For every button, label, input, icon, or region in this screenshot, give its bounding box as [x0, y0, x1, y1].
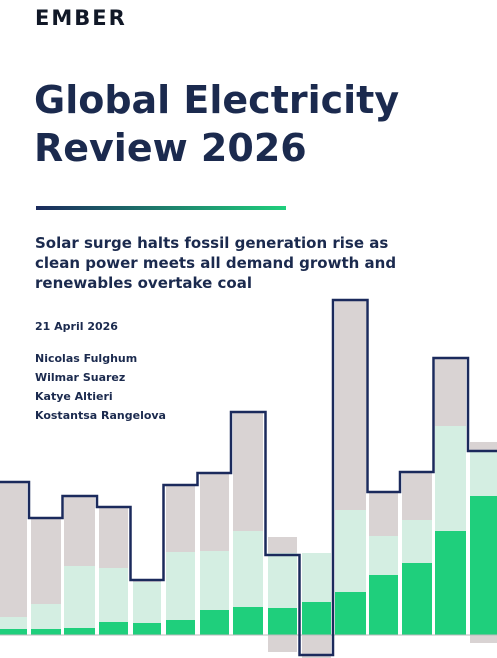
- light-segment: [402, 520, 432, 563]
- title-line: Global Electricity: [34, 78, 400, 122]
- date: 21 April 2026: [35, 320, 118, 333]
- green-segment: [0, 629, 27, 635]
- divider: [36, 206, 286, 210]
- gray-segment: [166, 485, 195, 552]
- title-line: Review 2026: [34, 126, 307, 170]
- light-segment: [133, 582, 161, 623]
- title: Global Electricity Review 2026: [34, 76, 399, 172]
- light-segment: [99, 568, 128, 622]
- subtitle: Solar surge halts fossil generation rise…: [35, 233, 396, 293]
- green-segment: [233, 607, 263, 635]
- gray-segment: [0, 482, 27, 617]
- light-segment: [369, 536, 398, 575]
- author: Kostantsa Rangelova: [35, 409, 166, 422]
- green-segment: [402, 563, 432, 635]
- gray-segment: [369, 492, 398, 536]
- green-segment: [31, 629, 61, 635]
- outline: [0, 298, 497, 657]
- green-segment: [435, 531, 466, 635]
- authors: Nicolas Fulghum Wilmar Suarez Katye Alti…: [35, 349, 166, 425]
- green-segment: [133, 623, 161, 635]
- green-segment: [470, 496, 497, 635]
- green-segment: [335, 592, 366, 635]
- gray-segment: [200, 473, 229, 551]
- green-segment: [64, 628, 95, 635]
- subtitle-line: Solar surge halts fossil generation rise…: [35, 234, 389, 252]
- light-segment: [302, 553, 331, 602]
- light-segment: [200, 551, 229, 610]
- logo: EMBER: [35, 6, 127, 30]
- gray-segment: [64, 496, 95, 566]
- gray-segment: [470, 442, 497, 452]
- gray-segment: [435, 358, 466, 426]
- light-segment: [268, 553, 297, 608]
- negative-segment: [302, 635, 331, 658]
- subtitle-line: renewables overtake coal: [35, 274, 252, 292]
- light-segment: [64, 566, 95, 628]
- green-segment: [166, 620, 195, 635]
- light-segment: [31, 604, 61, 629]
- negative-segment: [470, 635, 497, 643]
- author: Katye Altieri: [35, 390, 113, 403]
- light-segment: [435, 426, 466, 531]
- gray-segment: [99, 507, 128, 568]
- gray-segment: [402, 472, 432, 520]
- green-segment: [200, 610, 229, 635]
- light-segment: [335, 510, 366, 592]
- negative-segment: [268, 635, 297, 652]
- light-segment: [0, 617, 27, 629]
- light-segment: [233, 531, 263, 607]
- subtitle-line: clean power meets all demand growth and: [35, 254, 397, 272]
- green-segment: [302, 602, 331, 635]
- author: Nicolas Fulghum: [35, 352, 138, 365]
- light-segment: [166, 552, 195, 620]
- light-segment: [470, 452, 497, 496]
- author: Wilmar Suarez: [35, 371, 126, 384]
- gray-segment: [233, 412, 263, 531]
- gray-segment: [335, 300, 366, 510]
- gray-segment: [268, 537, 297, 553]
- green-segment: [99, 622, 128, 635]
- green-segment: [268, 608, 297, 635]
- gray-segment: [31, 518, 61, 604]
- green-segment: [369, 575, 398, 635]
